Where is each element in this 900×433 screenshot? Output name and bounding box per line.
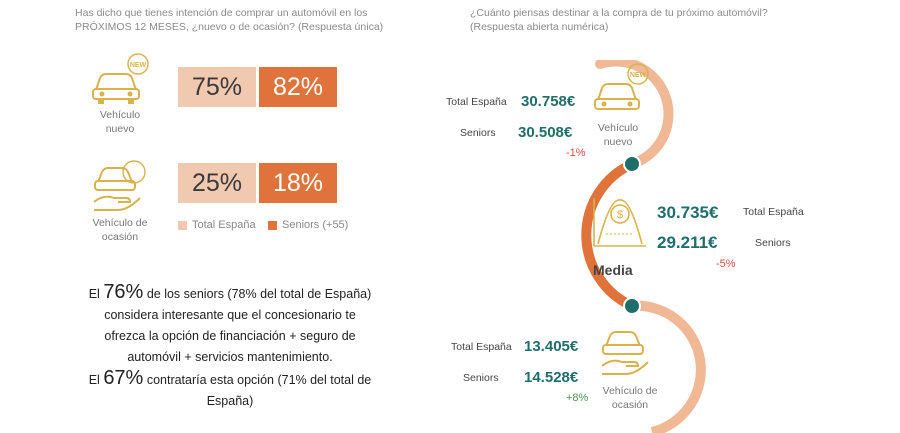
- media-label: Media: [593, 262, 633, 278]
- nuevo-total-value: 30.758€: [521, 93, 576, 110]
- nuevo-seniors-value: 30.508€: [518, 124, 573, 141]
- new-badge-text: NEW: [130, 62, 147, 69]
- svg-text:$: $: [617, 209, 623, 221]
- new-badge-text-right: NEW: [630, 72, 647, 79]
- right-used-label: Vehículo de ocasión: [602, 385, 658, 411]
- node-top: [623, 155, 641, 173]
- legend-total: Total España: [178, 219, 256, 231]
- used-car-icon-right: [601, 331, 649, 375]
- media-seniors-value: 29.211€: [657, 233, 718, 252]
- new-total-box: 75%: [178, 67, 256, 107]
- node-bottom: [623, 297, 641, 315]
- ocasion-total-value: 13.405€: [524, 338, 579, 355]
- legend-total-swatch: [178, 220, 187, 230]
- nuevo-total-label: Total España: [446, 96, 507, 108]
- media-seniors-label: Seniors: [755, 237, 791, 249]
- row-new-label: Vehículo nuevo: [99, 109, 141, 135]
- legend-seniors-swatch: [268, 220, 277, 230]
- nuevo-seniors-label: Seniors: [460, 127, 496, 139]
- new-car-icon: NEW: [92, 53, 149, 104]
- ocasion-seniors-value: 14.528€: [524, 369, 579, 386]
- flow-curve: [581, 60, 706, 433]
- legend-seniors: Seniors (+55): [268, 219, 348, 231]
- ocasion-seniors-label: Seniors: [463, 372, 499, 384]
- right-question: ¿Cuánto piensas destinar a la compra de …: [470, 7, 768, 33]
- insight-paragraph: El 76% de los seniors (78% del total de …: [88, 281, 372, 409]
- used-car-icon: [93, 160, 146, 211]
- new-car-icon-right: NEW: [594, 63, 649, 110]
- nuevo-diff: -1%: [566, 147, 586, 159]
- row-used-label: Vehículo de ocasión: [92, 217, 148, 243]
- ocasion-total-label: Total España: [451, 341, 512, 353]
- price-chart-icon: $: [593, 198, 646, 247]
- media-diff: -5%: [716, 258, 736, 270]
- media-total-value: 30.735€: [657, 203, 719, 222]
- media-total-label: Total España: [743, 206, 804, 218]
- used-total-box: 25%: [178, 163, 256, 203]
- left-question: Has dicho que tienes intención de compra…: [75, 7, 384, 33]
- used-seniors-box: 18%: [259, 163, 337, 203]
- new-seniors-box: 82%: [259, 67, 337, 107]
- ocasion-diff: +8%: [566, 392, 589, 404]
- right-new-label: Vehículo nuevo: [597, 122, 639, 148]
